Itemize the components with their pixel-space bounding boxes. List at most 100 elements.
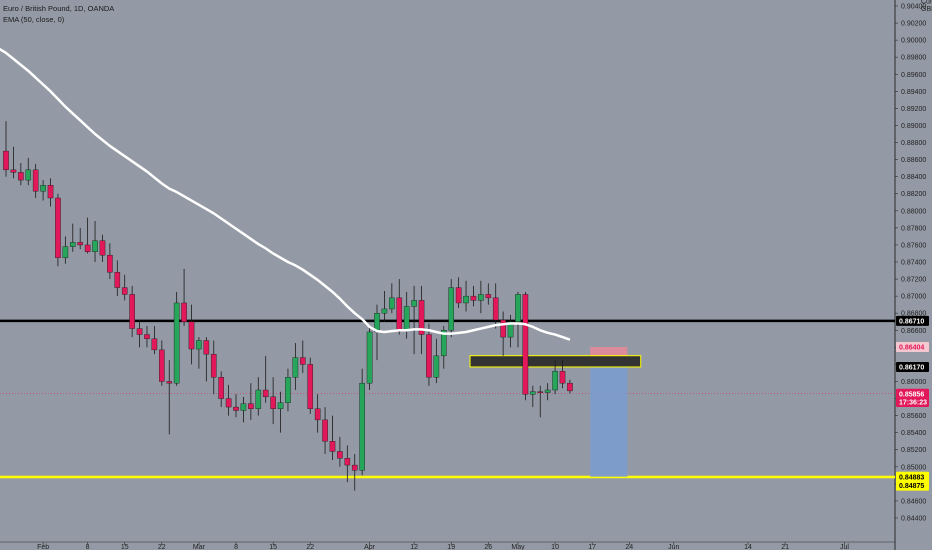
candle-body [329,441,336,452]
candle-body [270,396,276,409]
candle-body [292,357,299,378]
y-tick-label: 0.90000 [901,38,926,45]
candle-body [396,297,403,331]
candle-body [159,349,165,382]
chart-legend: Euro / British Pound, 1D, OANDA EMA (50,… [3,3,114,25]
x-tick-label: 8 [234,544,238,550]
price-tag-label: 0.85856 [899,391,924,398]
candle-body [173,302,180,384]
x-tick-label: 26 [484,544,492,550]
candle-body [77,242,83,246]
x-tick-label: 19 [447,544,455,550]
candle-body [10,169,17,173]
candle-body [196,340,202,350]
x-tick-label: Mar [193,544,206,550]
candle-body [262,389,269,398]
candle-body [322,419,328,442]
candle-body [463,295,469,304]
chart-title: Euro / British Pound, 1D, OANDA [3,4,115,13]
x-tick-label: 22 [158,544,166,550]
x-tick-label: 15 [269,544,277,550]
x-tick-label: 22 [306,544,314,550]
candle-body [210,353,217,378]
candle-body [166,381,173,384]
price-tag [896,361,929,372]
price-tag [896,396,929,407]
candle-body [537,391,544,393]
candle-body [440,330,447,357]
candle-body [544,389,551,393]
price-tag-label: 0.86404 [899,344,924,351]
ema-line [0,47,571,341]
price-axis-area [895,0,932,550]
candle-body [344,458,351,466]
x-tick-label: Jun [668,544,679,550]
candle-body [478,294,484,301]
y-tick-label: 0.89800 [901,55,926,62]
plot-area [0,0,895,550]
y-tick-label: 0.87400 [901,260,926,267]
candle-body [433,355,440,378]
y-tick-label: 0.89600 [901,72,926,79]
y-tick-label: 0.87200 [901,277,926,284]
candle-body [500,319,506,338]
y-tick-label: 0.88200 [901,191,926,198]
candle-body [18,172,24,181]
candle-body [455,287,462,304]
y-tick-label: 0.85000 [901,464,926,471]
x-tick-label: Apr [364,544,376,550]
x-tick-label: May [511,544,525,550]
price-tag [896,388,929,399]
y-tick-label: 0.89200 [901,106,926,113]
candle-body [55,197,61,258]
candle-body [300,357,306,365]
y-tick-label: 0.84600 [901,498,926,505]
candle-body [470,295,477,301]
candle-body [507,321,514,338]
candle-body [84,244,91,252]
x-tick-label: 24 [625,544,633,550]
candle-body [129,294,135,329]
candle-body [107,254,113,273]
candle-body [567,382,573,392]
x-tick-label: 14 [744,544,752,550]
candle-body [3,150,9,171]
y-tick-label: 0.86000 [901,379,926,386]
candle-body [285,377,291,404]
candle-body [114,272,121,288]
y-tick-label: 0.87000 [901,294,926,301]
candle-body [366,331,373,384]
indicator-label: EMA (50, close, 0) [3,15,65,24]
price-tag [896,315,929,326]
price-tag [896,341,929,352]
candle-body [240,403,247,411]
price-tag-label: 0.86710 [899,318,924,325]
y-tick-label: 0.88600 [901,157,926,164]
price-tag-label: 0.84875 [899,483,924,490]
y-tick-label: 0.88000 [901,208,926,215]
y-tick-label: 0.87800 [901,225,926,232]
price-tag [896,471,929,482]
currency-label-top: Currency [921,0,932,6]
candle-body [448,287,455,331]
candle-body [351,464,358,471]
candle-body [69,242,76,247]
candle-body [136,328,143,335]
candle-body [121,287,128,295]
candle-body [337,451,343,459]
candle-body [359,382,365,471]
x-tick-label: 15 [121,544,129,550]
x-tick-label: 8 [86,544,90,550]
y-tick-label: 0.87600 [901,242,926,249]
candle-body [515,294,521,322]
candle-body [559,371,566,384]
candle-body [40,184,46,192]
y-tick-label: 0.90200 [901,21,926,28]
y-tick-label: 0.84400 [901,516,926,523]
price-tag-label: 0.86170 [899,364,924,371]
x-tick-label: 21 [781,544,789,550]
candle-body [522,294,529,395]
y-tick-label: 0.86800 [901,311,926,318]
